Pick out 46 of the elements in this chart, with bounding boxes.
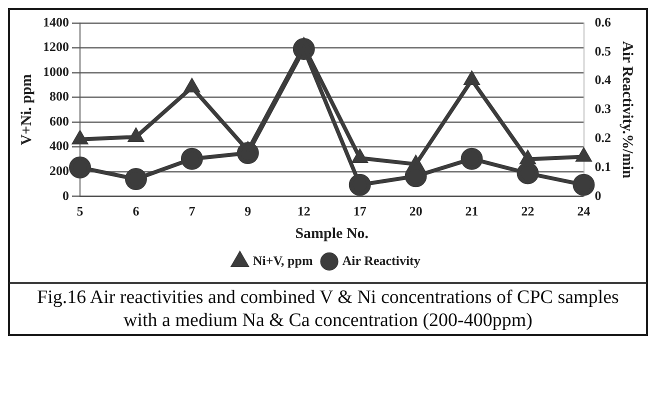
x-tick-label: 12 [297,204,310,219]
y2-tick-label: 0.1 [594,158,611,174]
point [352,150,368,164]
y-tick-label: 400 [50,138,69,154]
point [520,151,535,164]
point [180,148,203,170]
y2-tick-label: 0.5 [594,43,612,58]
point [128,128,144,142]
x-tick-label: 7 [188,204,196,219]
point [408,156,424,170]
y2-tick-label: 0.3 [594,101,612,116]
point [572,174,595,196]
y2-axis-title: Air Reactivity.%/min [619,41,636,179]
point [72,131,88,144]
point [464,72,479,85]
x-tick-label: 20 [409,204,422,219]
x-tick-label: 6 [132,204,140,219]
y-tick-label: 1000 [43,64,69,79]
y2-tick-label: 0.6 [594,14,612,30]
point [576,148,591,162]
point [124,168,147,190]
y-tick-label: 1400 [43,14,69,30]
caption: Fig.16 Air reactivities and combined V & Ni concentrations of CPC samples with a medium Na & Ca concentration (200-400ppm) [10,282,646,334]
point [460,148,483,170]
x-axis-title: Sample No. [295,226,369,242]
x-tick-label: 21 [465,204,478,219]
legend-label: Air Reactivity [342,252,421,268]
y-tick-label: 0 [62,188,69,203]
x-tick-label: 17 [353,204,367,219]
x-tick-label: 9 [244,204,252,219]
y-axis-title: V+Ni. ppm [18,74,35,146]
y2-tick-label: 0 [594,188,602,203]
x-tick-label: 22 [521,204,534,219]
y2-tick-label: 0.4 [594,72,612,88]
x-tick-label: 24 [577,204,591,219]
point [184,79,200,92]
y2-tick-label: 0.2 [594,130,611,145]
y-tick-label: 800 [50,88,69,104]
point [69,156,91,178]
y-tick-label: 1200 [43,39,69,54]
x-tick-label: 5 [76,204,84,219]
y-tick-label: 600 [50,113,69,128]
y-tick-label: 200 [50,162,69,178]
point [348,174,371,196]
point [516,162,539,184]
legend-label: Ni+V, ppm [252,252,313,268]
